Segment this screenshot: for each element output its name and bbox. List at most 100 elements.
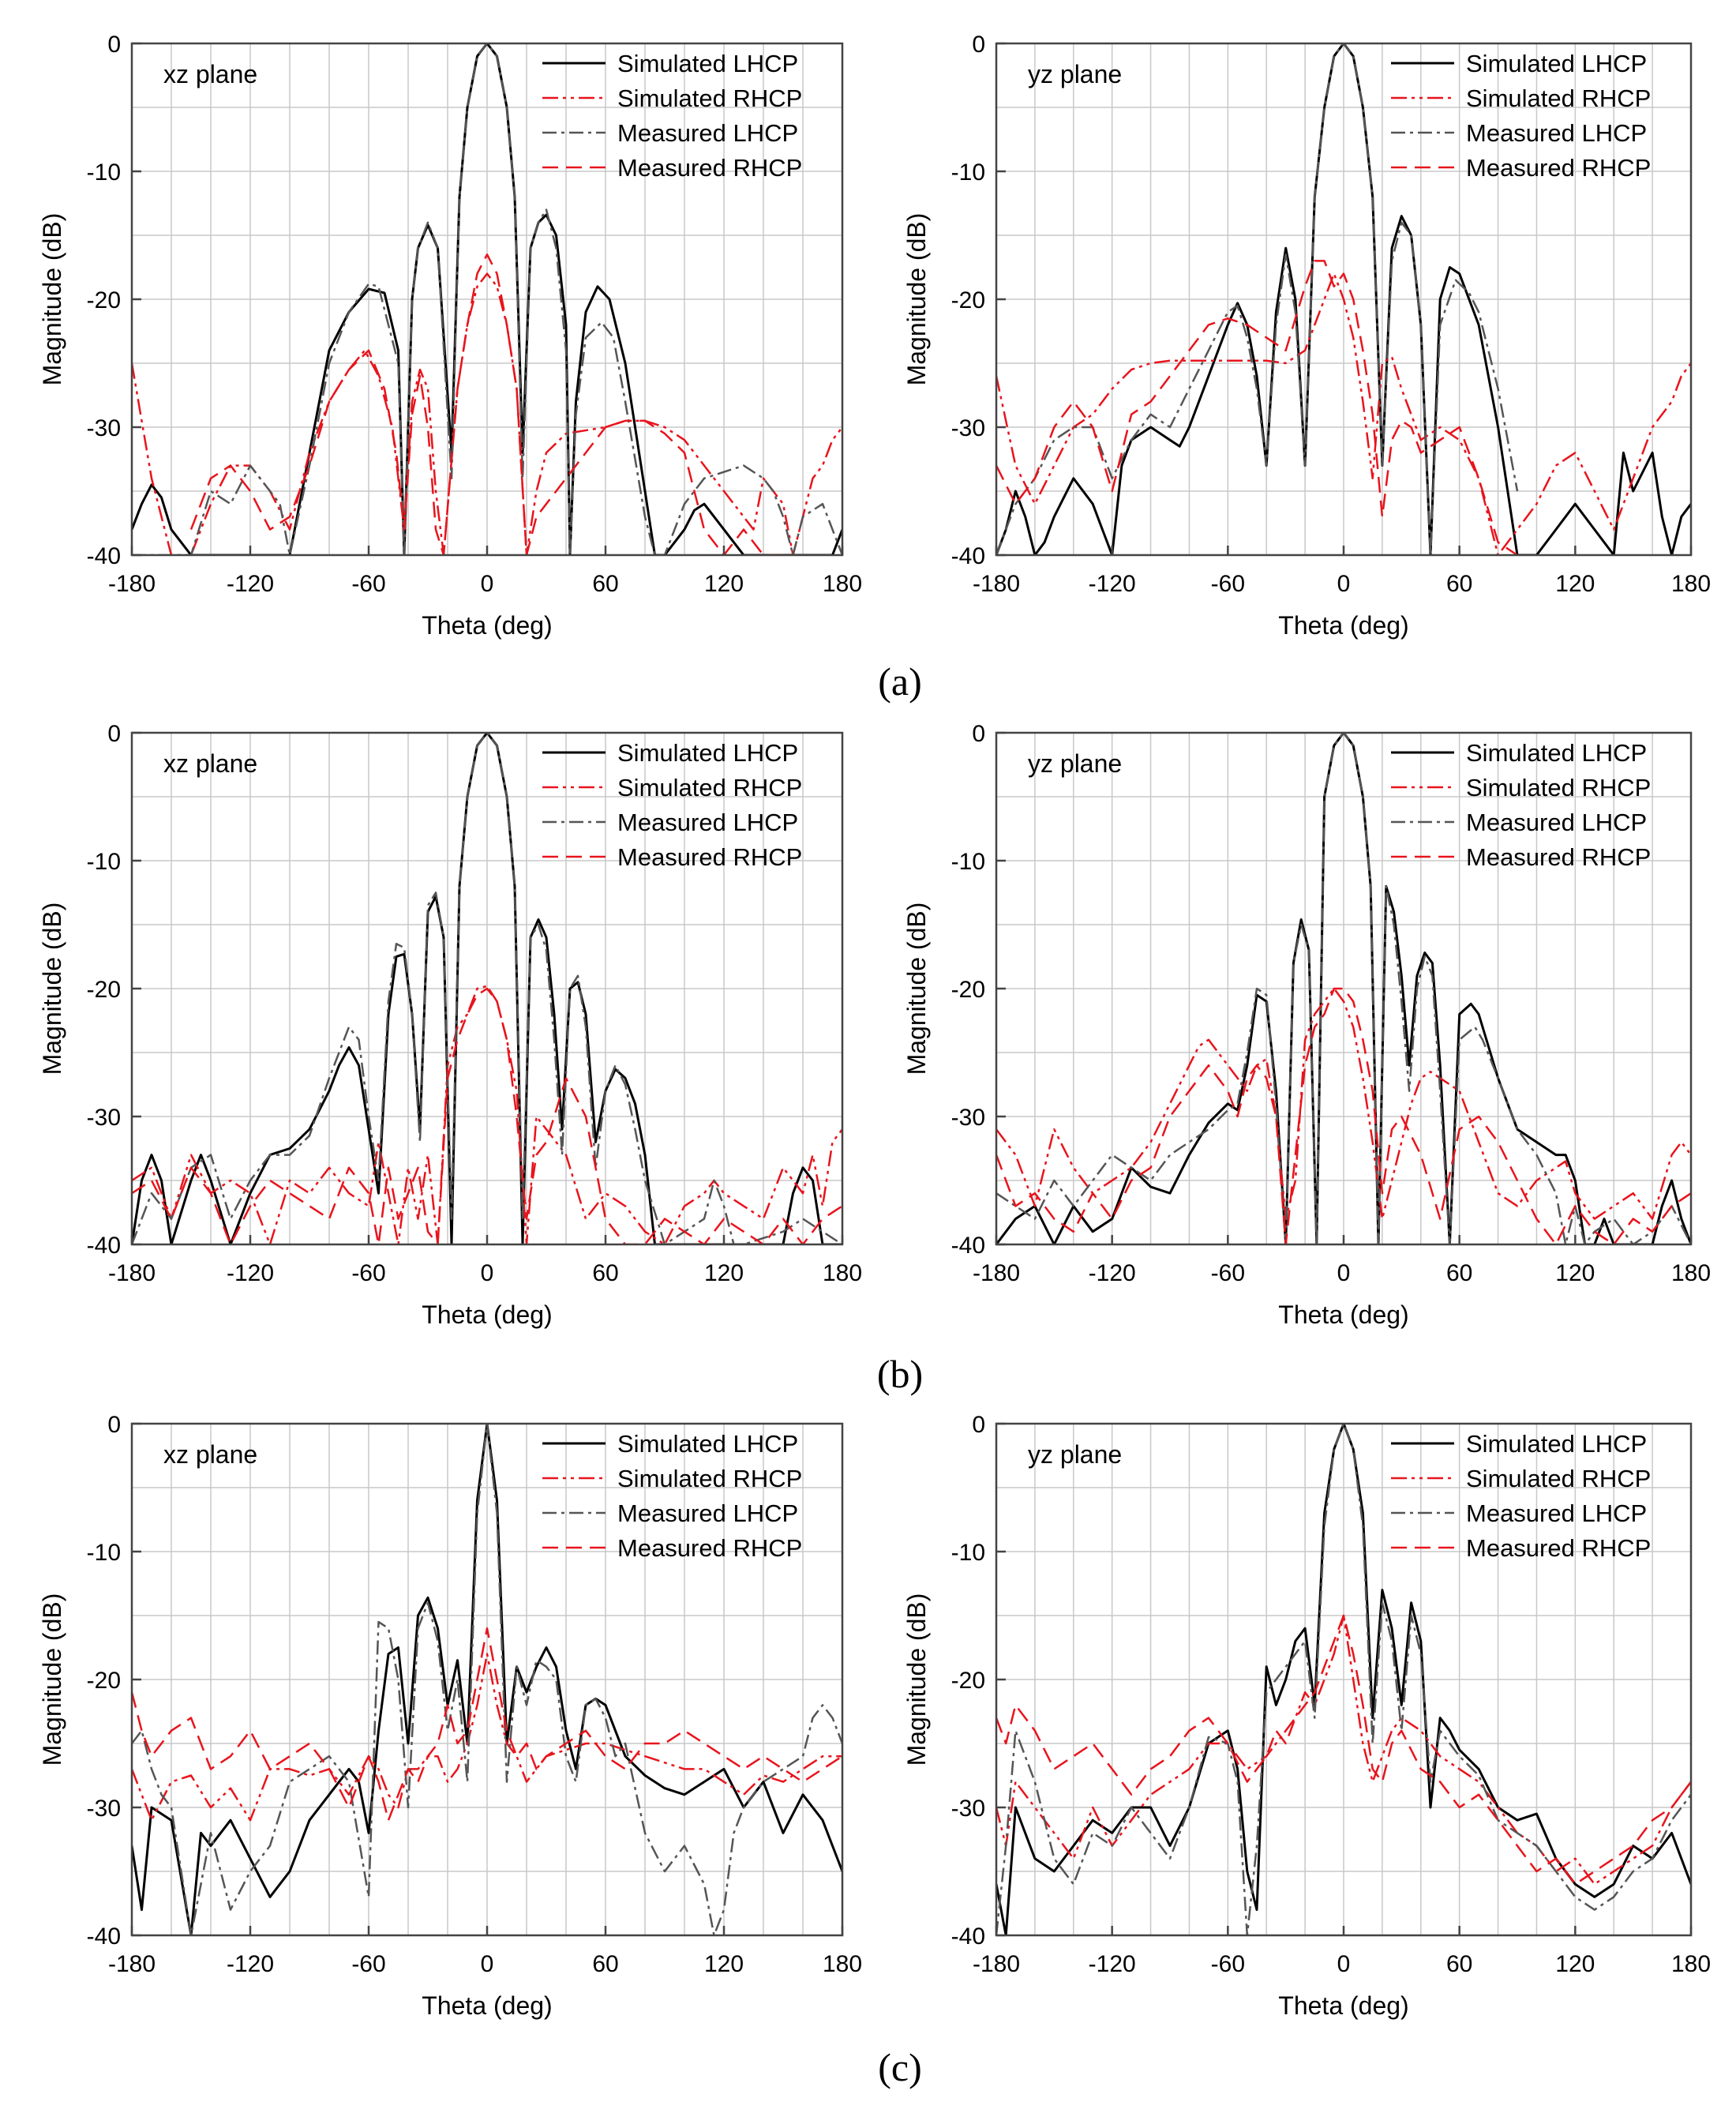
series-group [996,733,1691,1244]
y-tick-label: -10 [951,160,985,186]
plane-label: yz plane [1028,1440,1122,1469]
series-line-measured-lhcp [996,733,1691,1244]
series-line-simulated-rhcp [132,1653,842,1822]
y-tick-label: -10 [951,1540,985,1566]
legend-entry: Measured RHCP [617,843,802,871]
legend: Simulated LHCP Simulated RHCP Measured LHC… [1391,50,1651,182]
y-tick-label: -30 [951,1105,985,1131]
plane-label: xz plane [163,60,257,88]
legend-entry: Measured RHCP [1466,1534,1651,1562]
chart-panel-0: -180 -120 -60 0 60 120 180 0 -10 -20 -30 -40 Theta (… [38,32,862,640]
legend-entry: Measured LHCP [617,1499,798,1527]
legend-entry: Measured RHCP [1466,843,1651,871]
y-tick-label: -30 [951,1796,985,1822]
x-tick-label: -120 [227,571,274,597]
series-line-simulated-rhcp [996,272,1691,555]
y-tick-label: -10 [87,160,121,186]
plane-label: yz plane [1028,749,1122,778]
y-tick-label: -30 [87,1105,121,1131]
chart-panel-5: -180 -120 -60 0 60 120 180 0 -10 -20 -30 -40 Theta (… [902,1412,1711,2020]
x-tick-label: 180 [823,571,862,597]
x-tick-label: -60 [1211,1951,1245,1977]
x-tick-label: 60 [592,1951,618,1977]
y-tick-label: -40 [951,543,985,569]
series-line-measured-rhcp [996,1614,1691,1886]
x-tick-label: -120 [1089,1951,1136,1977]
y-axis-label: Magnitude (dB) [902,1593,931,1766]
x-axis-label: Theta (deg) [1278,1300,1408,1329]
series-line-measured-lhcp [996,1424,1691,1935]
x-axis-label: Theta (deg) [422,1300,552,1329]
y-axis-label: Magnitude (dB) [38,213,66,386]
x-tick-label: 60 [592,1260,618,1286]
y-axis-label: Magnitude (dB) [902,213,931,386]
x-tick-label: 120 [704,1951,744,1977]
y-tick-label: -40 [87,1923,121,1950]
legend-entry: Simulated LHCP [1466,739,1647,767]
x-tick-label: 60 [1446,1260,1472,1286]
legend-entry: Simulated RHCP [1466,774,1651,801]
y-tick-label: -40 [951,1923,985,1950]
x-tick-label: -60 [351,571,385,597]
legend-entry: Simulated LHCP [617,50,798,77]
y-tick-label: -40 [87,543,121,569]
legend-entry: Simulated RHCP [617,1465,802,1492]
x-tick-label: 60 [592,571,618,597]
chart-panel-3: -180 -120 -60 0 60 120 180 0 -10 -20 -30 -40 Theta (… [902,721,1711,1329]
series-line-measured-rhcp [996,987,1691,1244]
y-tick-label: -40 [87,1233,121,1259]
x-tick-label: -120 [1089,571,1136,597]
chart-panel-2: -180 -120 -60 0 60 120 180 0 -10 -20 -30 -40 Theta (… [38,721,862,1329]
x-tick-label: -180 [108,1951,156,1977]
x-axis-label: Theta (deg) [1278,1991,1408,2020]
y-tick-label: -10 [951,849,985,875]
legend-entry: Simulated RHCP [617,84,802,112]
y-tick-label: -30 [951,415,985,441]
legend-entry: Measured LHCP [617,119,798,147]
chart-panel-4: -180 -120 -60 0 60 120 180 0 -10 -20 -30 -40 Theta (… [38,1412,862,2020]
legend: Simulated LHCP Simulated RHCP Measured LHC… [1391,1430,1651,1562]
series-line-measured-lhcp [132,733,842,1244]
series-line-measured-lhcp [132,43,842,555]
series-line-measured-rhcp [132,987,842,1244]
x-axis-label: Theta (deg) [422,1991,552,2020]
x-tick-label: -120 [227,1260,274,1286]
series-line-simulated-lhcp [132,1424,842,1935]
legend-entry: Simulated RHCP [617,774,802,801]
y-tick-label: -40 [951,1233,985,1259]
x-tick-label: 180 [823,1951,862,1977]
y-tick-label: 0 [972,32,985,58]
grid [132,43,842,555]
grid [132,733,842,1244]
x-tick-label: -60 [351,1260,385,1286]
y-tick-label: -30 [87,415,121,441]
y-axis-label: Magnitude (dB) [38,1593,66,1766]
chart-panel-1: -180 -120 -60 0 60 120 180 0 -10 -20 -30 -40 Theta (… [902,32,1711,640]
x-tick-label: 120 [1555,571,1595,597]
series-line-simulated-rhcp [996,987,1691,1220]
x-tick-label: 120 [704,571,744,597]
x-tick-label: -180 [108,571,156,597]
y-tick-label: -20 [951,1668,985,1694]
legend-entry: Simulated LHCP [1466,50,1647,77]
legend-entry: Measured LHCP [617,809,798,836]
legend-entry: Simulated LHCP [617,739,798,767]
y-axis-label: Magnitude (dB) [38,903,66,1075]
x-tick-label: 120 [1555,1260,1595,1286]
legend-entry: Measured LHCP [1466,809,1647,836]
legend-entry: Measured RHCP [1466,154,1651,182]
grid [132,1424,842,1935]
plane-label: yz plane [1028,60,1122,88]
legend: Simulated LHCP Simulated RHCP Measured LHC… [542,1430,802,1562]
y-tick-label: -10 [87,1540,121,1566]
panel-tag: (a) [878,659,922,704]
y-tick-label: -20 [87,1668,121,1694]
series-group [132,1424,842,1935]
y-tick-label: -20 [951,977,985,1003]
series-line-measured-rhcp [132,1627,842,1822]
x-tick-label: -120 [227,1951,274,1977]
legend-entry: Simulated RHCP [1466,84,1651,112]
series-group [996,1424,1691,1935]
grid [996,733,1691,1244]
